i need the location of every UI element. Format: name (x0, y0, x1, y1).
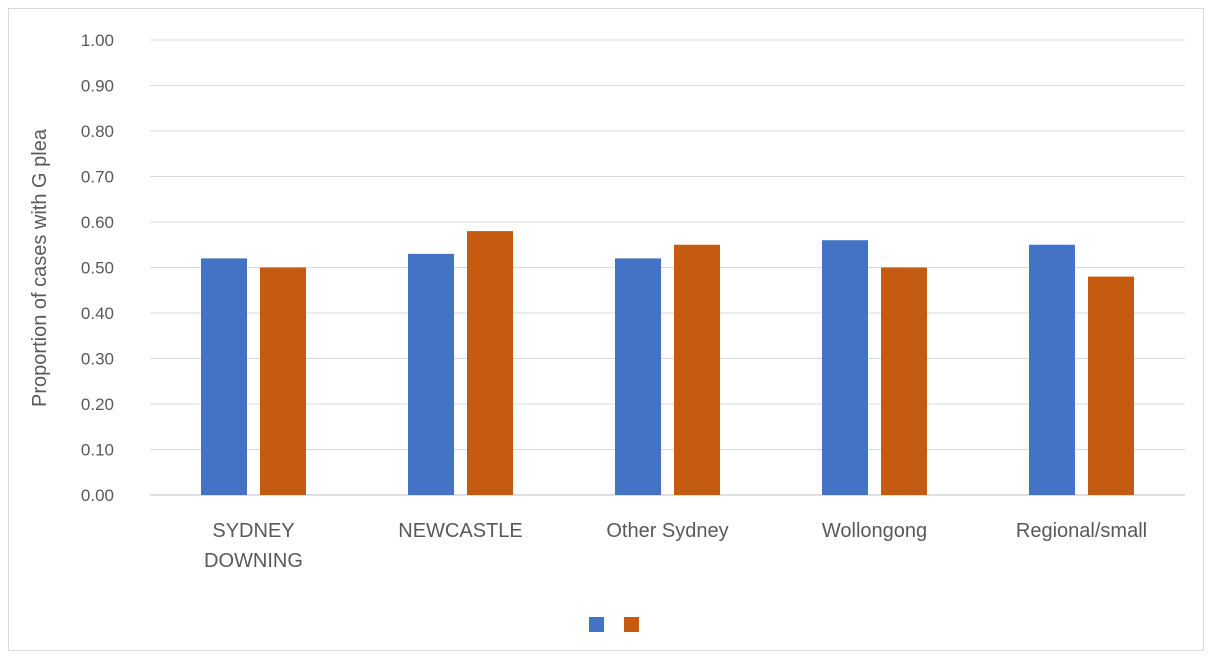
x-axis-labels: SYDNEY DOWNING NEWCASTLE Other Sydney Wollon… (204, 520, 1147, 572)
y-axis-ticks: 0.00 0.10 0.20 0.30 0.40 0.50 0.60 0.70 0.80 0.90… (81, 31, 114, 505)
bar-series-1 (822, 240, 868, 495)
legend-swatch-series-2 (624, 617, 639, 632)
x-category-label: DOWNING (204, 550, 303, 572)
x-category-label: Wollongong (822, 520, 927, 542)
y-tick-label: 0.90 (81, 77, 114, 96)
bar-series-1 (201, 258, 247, 495)
y-tick-label: 0.00 (81, 486, 114, 505)
bar-series-2 (260, 267, 306, 495)
x-category-label: Regional/small (1016, 520, 1147, 542)
y-tick-label: 0.30 (81, 350, 114, 369)
x-category-label: NEWCASTLE (398, 520, 522, 542)
bar-series-2 (467, 231, 513, 495)
gridlines (150, 39, 1185, 496)
legend-swatch-series-1 (589, 617, 604, 632)
bar-series-1 (408, 253, 454, 495)
y-tick-label: 0.20 (81, 395, 114, 414)
legend (589, 617, 639, 632)
y-tick-label: 0.70 (81, 168, 114, 187)
bars (201, 231, 1134, 495)
bar-series-2 (674, 244, 720, 495)
x-category-label: SYDNEY (212, 520, 294, 542)
y-tick-label: 0.10 (81, 441, 114, 460)
y-tick-label: 1.00 (81, 31, 114, 50)
bar-series-2 (881, 267, 927, 495)
bar-series-1 (615, 258, 661, 495)
y-tick-label: 0.80 (81, 122, 114, 141)
x-category-label: Other Sydney (606, 520, 728, 542)
bar-series-1 (1029, 244, 1075, 495)
bar-series-2 (1088, 276, 1134, 495)
y-tick-label: 0.50 (81, 259, 114, 278)
y-tick-label: 0.40 (81, 304, 114, 323)
y-axis-title: Proportion of cases with G plea (29, 128, 51, 407)
y-tick-label: 0.60 (81, 213, 114, 232)
